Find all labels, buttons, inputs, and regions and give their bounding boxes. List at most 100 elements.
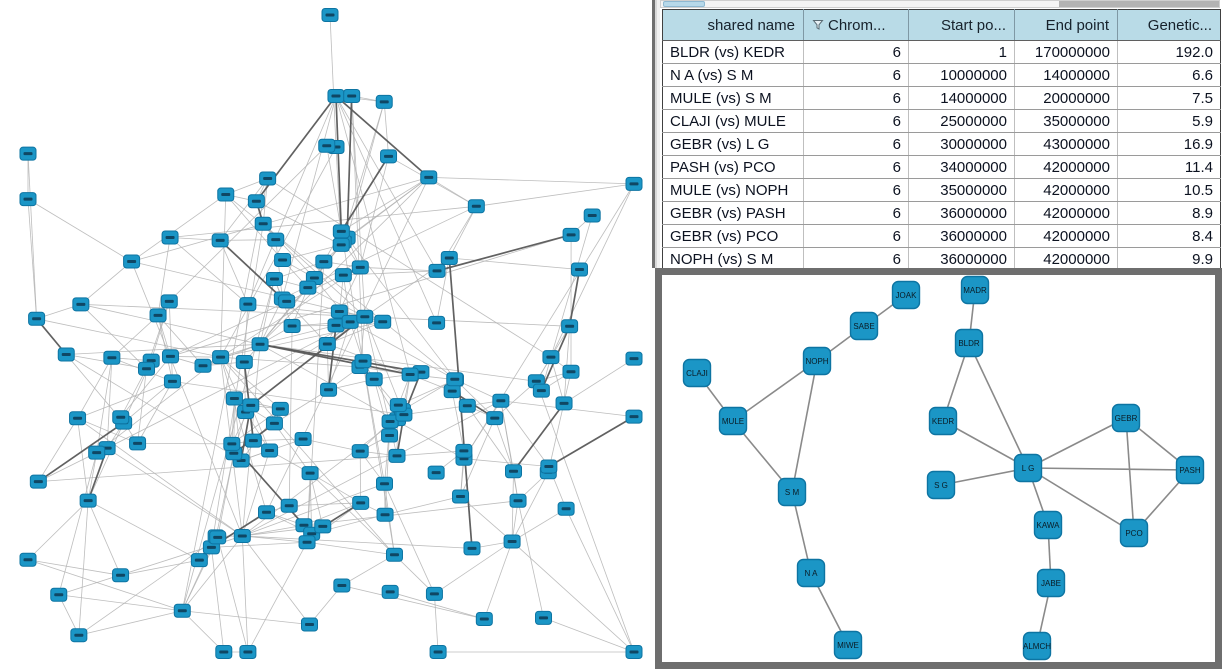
cell-value[interactable]: 1 — [908, 40, 1015, 64]
cell-value[interactable]: 6 — [803, 86, 909, 110]
network-node-mule[interactable]: MULE — [718, 406, 748, 436]
network-node[interactable] — [475, 612, 493, 627]
network-node[interactable] — [69, 411, 87, 426]
network-node[interactable] — [332, 224, 350, 239]
table-row[interactable]: GEBR (vs) L G 6 30000000 43000000 16.9 — [662, 132, 1221, 156]
network-node[interactable] — [112, 568, 130, 583]
network-node[interactable] — [225, 391, 243, 406]
network-node[interactable] — [557, 501, 575, 516]
cell-value[interactable]: 6 — [803, 155, 909, 179]
network-node[interactable] — [428, 315, 446, 330]
network-node[interactable] — [428, 263, 446, 278]
network-node[interactable] — [28, 311, 46, 326]
network-node-sabe[interactable]: SABE — [849, 311, 879, 341]
column-header-start-po-[interactable]: Start po... — [908, 9, 1015, 41]
network-node[interactable] — [509, 493, 527, 508]
cell-shared-name[interactable]: MULE (vs) S M — [662, 86, 804, 110]
network-node[interactable] — [334, 268, 352, 283]
network-node[interactable] — [247, 194, 265, 209]
cell-value[interactable]: 25000000 — [908, 109, 1015, 133]
cell-value[interactable]: 5.9 — [1117, 109, 1221, 133]
network-edge-LG-PASH[interactable] — [1027, 467, 1191, 471]
network-node[interactable] — [217, 187, 235, 202]
network-node[interactable] — [381, 584, 399, 599]
network-node[interactable] — [271, 401, 289, 416]
network-node[interactable] — [420, 170, 438, 185]
network-node[interactable] — [194, 358, 212, 373]
network-node[interactable] — [330, 304, 348, 319]
network-node[interactable] — [235, 354, 253, 369]
cell-value[interactable]: 42000000 — [1014, 155, 1118, 179]
network-node-kawa[interactable]: KAWA — [1033, 510, 1063, 540]
cell-value[interactable]: 6 — [803, 178, 909, 202]
network-edge-SG-LG[interactable] — [940, 467, 1029, 486]
cell-value[interactable]: 43000000 — [1014, 132, 1118, 156]
network-node[interactable] — [583, 208, 601, 223]
cell-value[interactable]: 6 — [803, 201, 909, 225]
network-node[interactable] — [388, 448, 406, 463]
network-node[interactable] — [555, 396, 573, 411]
network-node[interactable] — [376, 507, 394, 522]
network-node-sm[interactable]: S M — [777, 477, 807, 507]
network-node[interactable] — [70, 628, 88, 643]
network-node[interactable] — [354, 354, 372, 369]
network-node[interactable] — [486, 411, 504, 426]
network-node-pco[interactable]: PCO — [1119, 518, 1149, 548]
network-node[interactable] — [321, 8, 339, 22]
cell-value[interactable]: 6 — [803, 40, 909, 64]
cell-value[interactable]: 7.5 — [1117, 86, 1221, 110]
network-node[interactable] — [212, 350, 230, 365]
network-node[interactable] — [365, 372, 383, 387]
table-row[interactable]: N A (vs) S M 6 10000000 14000000 6.6 — [662, 63, 1221, 87]
cell-value[interactable]: 42000000 — [1014, 247, 1118, 271]
network-node[interactable] — [19, 192, 37, 207]
network-node[interactable] — [389, 398, 407, 413]
network-node[interactable] — [258, 505, 276, 520]
table-row[interactable]: GEBR (vs) PCO 6 36000000 42000000 8.4 — [662, 224, 1221, 248]
network-node[interactable] — [327, 318, 345, 333]
network-node[interactable] — [332, 237, 350, 252]
network-node[interactable] — [440, 251, 458, 266]
network-node[interactable] — [452, 489, 470, 504]
network-node-almch[interactable]: ALMCH — [1022, 631, 1051, 661]
table-row[interactable]: NOPH (vs) S M 6 36000000 42000000 9.9 — [662, 247, 1221, 271]
cell-shared-name[interactable]: GEBR (vs) L G — [662, 132, 804, 156]
network-node[interactable] — [265, 271, 283, 286]
network-node-bldr[interactable]: BLDR — [954, 328, 984, 358]
cell-value[interactable]: 14000000 — [1014, 63, 1118, 87]
overview-network-canvas[interactable] — [0, 0, 650, 669]
network-detail-panel[interactable]: JOAK SABE NOPH CLAJI MULE S M N A MIWE MADR BLDR K… — [655, 268, 1222, 669]
network-node[interactable] — [318, 336, 336, 351]
network-node[interactable] — [542, 350, 560, 365]
network-node[interactable] — [112, 410, 130, 425]
cell-shared-name[interactable]: N A (vs) S M — [662, 63, 804, 87]
network-node[interactable] — [625, 351, 643, 366]
network-node[interactable] — [351, 260, 369, 275]
cell-value[interactable]: 10.5 — [1117, 178, 1221, 202]
network-node[interactable] — [209, 530, 227, 545]
network-node[interactable] — [320, 382, 338, 397]
network-node[interactable] — [261, 443, 279, 458]
network-node[interactable] — [318, 138, 336, 153]
table-row[interactable]: MULE (vs) S M 6 14000000 20000000 7.5 — [662, 86, 1221, 110]
network-node[interactable] — [341, 314, 359, 329]
network-node[interactable] — [161, 349, 179, 364]
network-edge-LG-GEBR[interactable] — [1027, 417, 1127, 469]
cell-value[interactable]: 36000000 — [908, 247, 1015, 271]
network-node[interactable] — [274, 252, 292, 267]
network-node[interactable] — [233, 528, 251, 543]
scrollbar-thumb[interactable] — [663, 1, 705, 7]
network-node[interactable] — [239, 297, 257, 312]
network-node[interactable] — [278, 294, 296, 309]
network-edge-NOPH-SM[interactable] — [791, 360, 818, 493]
network-node[interactable] — [562, 364, 580, 379]
table-row[interactable]: PASH (vs) PCO 6 34000000 42000000 11.4 — [662, 155, 1221, 179]
cell-value[interactable]: 35000000 — [1014, 109, 1118, 133]
network-node[interactable] — [356, 309, 374, 324]
network-node[interactable] — [625, 645, 643, 659]
network-node[interactable] — [259, 171, 277, 186]
cell-value[interactable]: 11.4 — [1117, 155, 1221, 179]
network-node[interactable] — [540, 459, 558, 474]
cell-value[interactable]: 42000000 — [1014, 224, 1118, 248]
network-node[interactable] — [267, 232, 285, 247]
